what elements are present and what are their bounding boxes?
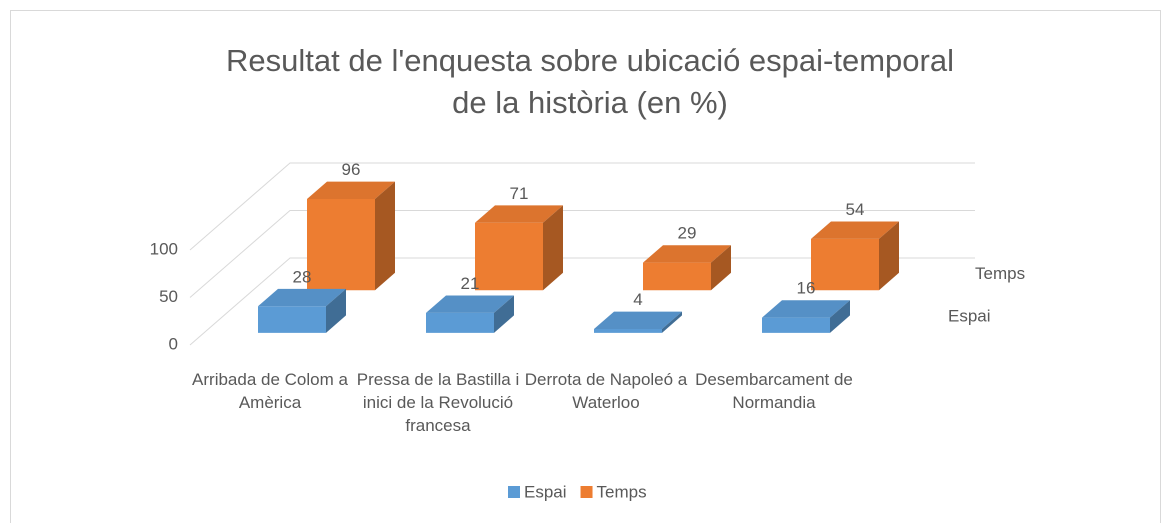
x-tick-label: Desembarcament de Normandia [695,370,853,412]
bar-front [643,262,711,291]
bar-top [475,205,563,223]
bar-side [494,295,514,333]
x-tick-label: Derrota de Napoleó a Waterloo [524,370,688,412]
bar-side [375,181,395,291]
series-axis-label: Espai [948,307,991,326]
bar-side [662,311,682,333]
data-label: 4 [633,290,642,309]
data-label: 71 [510,184,529,203]
bar-front [475,222,543,291]
legend-label: Temps [597,482,647,501]
chart-title: Resultat de l'enquesta sobre ubicació es… [226,43,954,120]
bar-side [830,300,850,333]
bar-side [326,288,346,333]
bar-top [762,300,850,318]
bar-top [307,181,395,199]
bar-front [594,329,662,333]
y-tick-label: 100 [150,239,178,258]
data-label: 29 [678,224,697,243]
bar-side [711,245,731,291]
data-label: 16 [797,279,816,298]
data-label: 96 [342,160,361,179]
bar-front [426,312,494,333]
bar-front [258,306,326,333]
bar-top [643,245,731,263]
series-axis-label: Temps [975,264,1025,283]
bar-top [258,288,346,307]
bar-top [594,311,682,330]
y-tick-label: 50 [159,287,178,306]
grid-line [189,162,975,251]
data-label: 54 [846,200,865,219]
bar [426,295,514,333]
bar-front [811,238,879,291]
bar-side [879,221,899,291]
bar-top [811,221,899,239]
bar [258,288,346,333]
x-tick-label: Arribada de Colom a Amèrica [192,370,348,412]
x-tick-label: Pressa de la Bastilla i inici de la Revo… [356,370,520,435]
bar-front [762,317,830,333]
grid-line [189,257,975,346]
legend-swatch [508,486,520,498]
bar-front [307,198,375,291]
bar-side [543,205,563,291]
bar [811,221,899,291]
legend-swatch [580,486,593,498]
grid-line [189,210,975,298]
bar [762,300,850,333]
y-tick-label: 0 [169,334,178,353]
bar-top [426,295,514,313]
bar [643,245,731,291]
bar [594,311,682,333]
legend-label: Espai [524,482,567,501]
bar [475,205,563,291]
chart-frame [10,10,1161,523]
data-label: 21 [461,274,480,293]
data-label: 28 [293,267,312,286]
bar [307,181,395,291]
